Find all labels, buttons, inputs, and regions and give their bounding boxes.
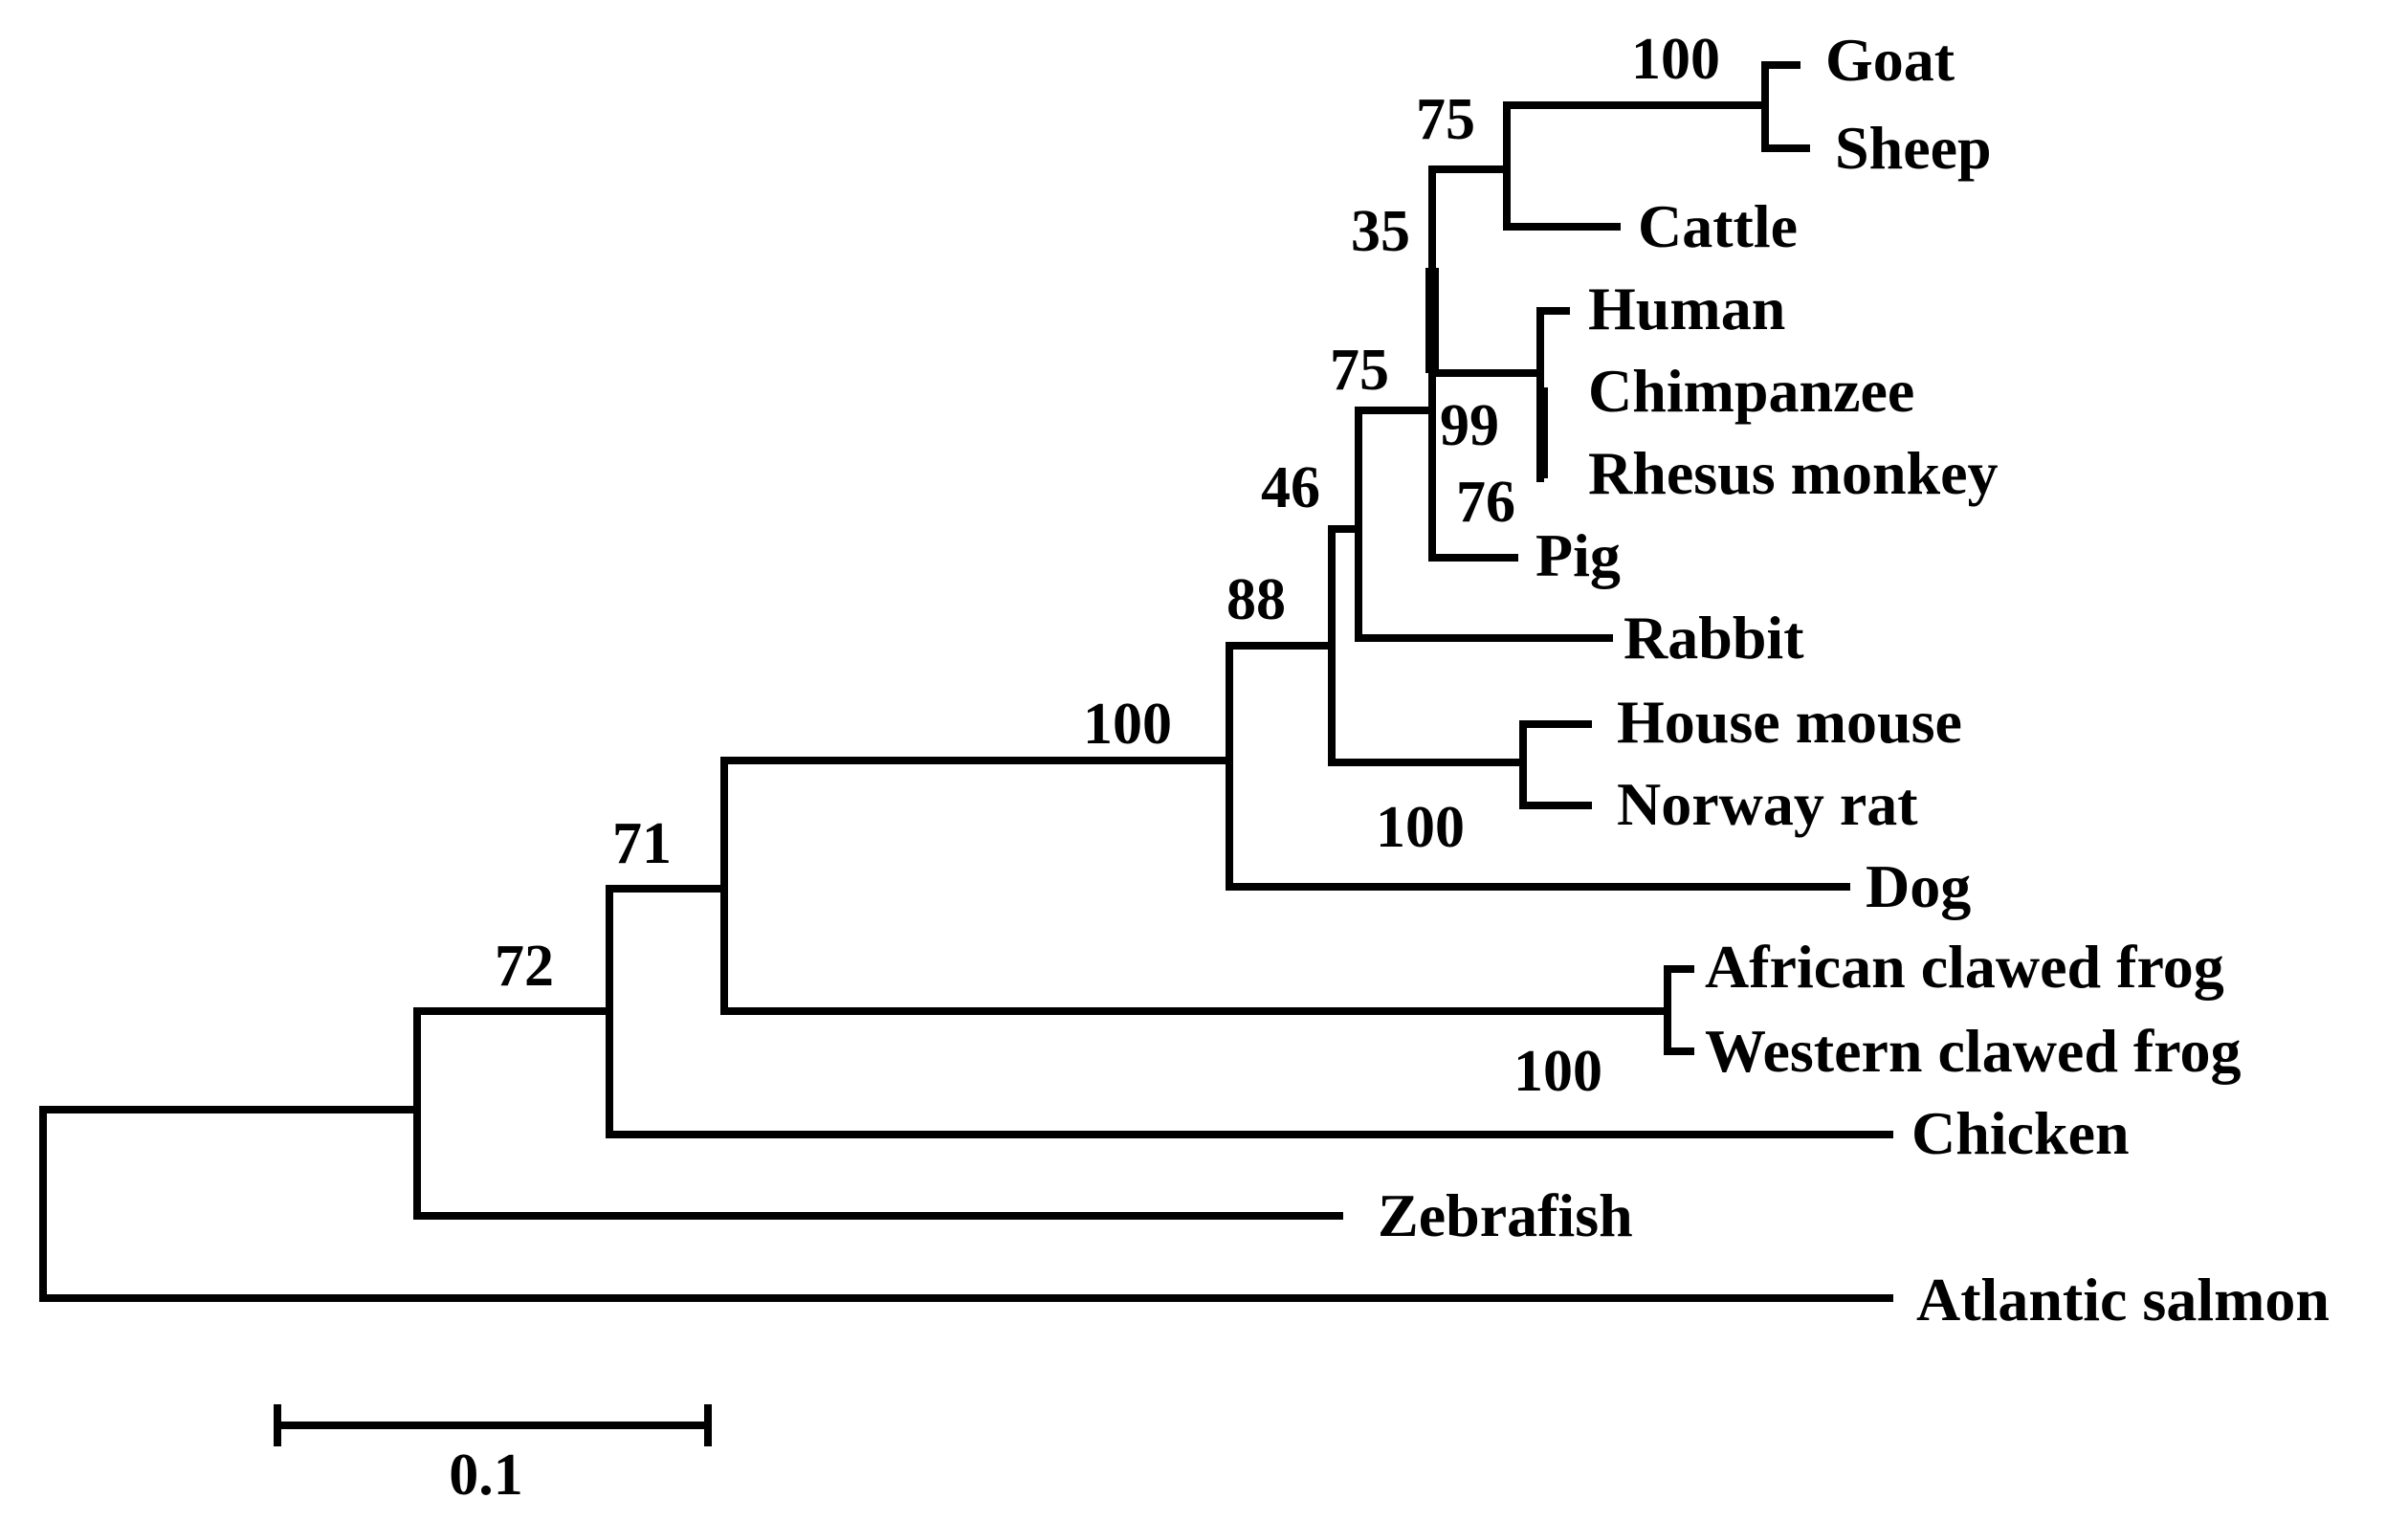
taxon-dog: Dog xyxy=(1866,852,1971,920)
taxon-pig: Pig xyxy=(1535,521,1621,589)
taxon-goat: Goat xyxy=(1825,26,1955,94)
branch-rodents xyxy=(1328,720,1592,809)
support-frogs: 100 xyxy=(1513,1039,1602,1104)
branch-node-72 xyxy=(413,1007,1343,1220)
branch-node-46 xyxy=(1328,407,1613,642)
taxon-labels: Goat Sheep Cattle Human Chimpanzee Rhesu… xyxy=(1378,26,2330,1334)
support-bovid: 75 xyxy=(1416,87,1475,152)
support-primates: 99 xyxy=(1440,393,1499,458)
taxon-chicken: Chicken xyxy=(1911,1099,2130,1167)
taxon-rabbit: Rabbit xyxy=(1624,604,1804,672)
taxon-chimpanzee: Chimpanzee xyxy=(1588,357,1914,425)
support-rodents: 100 xyxy=(1376,795,1465,860)
taxon-atlantic-salmon: Atlantic salmon xyxy=(1916,1266,2330,1334)
support-with-rodents: 46 xyxy=(1261,455,1320,520)
support-mammals: 88 xyxy=(1226,567,1286,632)
support-amniote-frog: 72 xyxy=(495,934,554,999)
support-with-rabbit: 75 xyxy=(1330,338,1389,403)
taxon-western-clawed-frog: Western clawed frog xyxy=(1705,1017,2241,1085)
branch-frogs xyxy=(1664,965,1694,1055)
support-chimp-rhesus: 76 xyxy=(1456,470,1515,535)
support-goat-sheep: 100 xyxy=(1631,27,1720,92)
tree-branches xyxy=(39,61,1893,1302)
branch-node-100-top xyxy=(1503,61,1810,152)
taxon-cattle: Cattle xyxy=(1638,192,1798,260)
branch-root xyxy=(39,1106,1893,1302)
taxon-zebrafish: Zebrafish xyxy=(1378,1181,1633,1249)
taxon-house-mouse: House mouse xyxy=(1617,688,1962,756)
taxon-rhesus-monkey: Rhesus monkey xyxy=(1588,439,1999,507)
scale-bar-label: 0.1 xyxy=(449,1443,523,1508)
branch-mammal-dog xyxy=(1226,642,1850,891)
taxon-african-clawed-frog: African clawed frog xyxy=(1705,933,2224,1001)
support-values: 100 75 35 99 76 75 46 100 88 100 100 71 … xyxy=(495,27,1720,1104)
scale-bar: 0.1 xyxy=(274,1404,712,1508)
support-mammals-dog: 100 xyxy=(1083,692,1172,757)
taxon-norway-rat: Norway rat xyxy=(1617,770,1918,838)
branch-node-88 xyxy=(1226,525,1336,766)
support-bovid-primate-pig: 35 xyxy=(1351,199,1410,264)
branch-node-71 xyxy=(606,885,1893,1138)
branch-bovids xyxy=(1428,101,1621,231)
taxon-sheep: Sheep xyxy=(1835,114,1992,182)
support-tetrapods: 71 xyxy=(612,811,672,876)
branch-frog-split xyxy=(720,757,1671,1015)
taxon-human: Human xyxy=(1588,275,1785,342)
